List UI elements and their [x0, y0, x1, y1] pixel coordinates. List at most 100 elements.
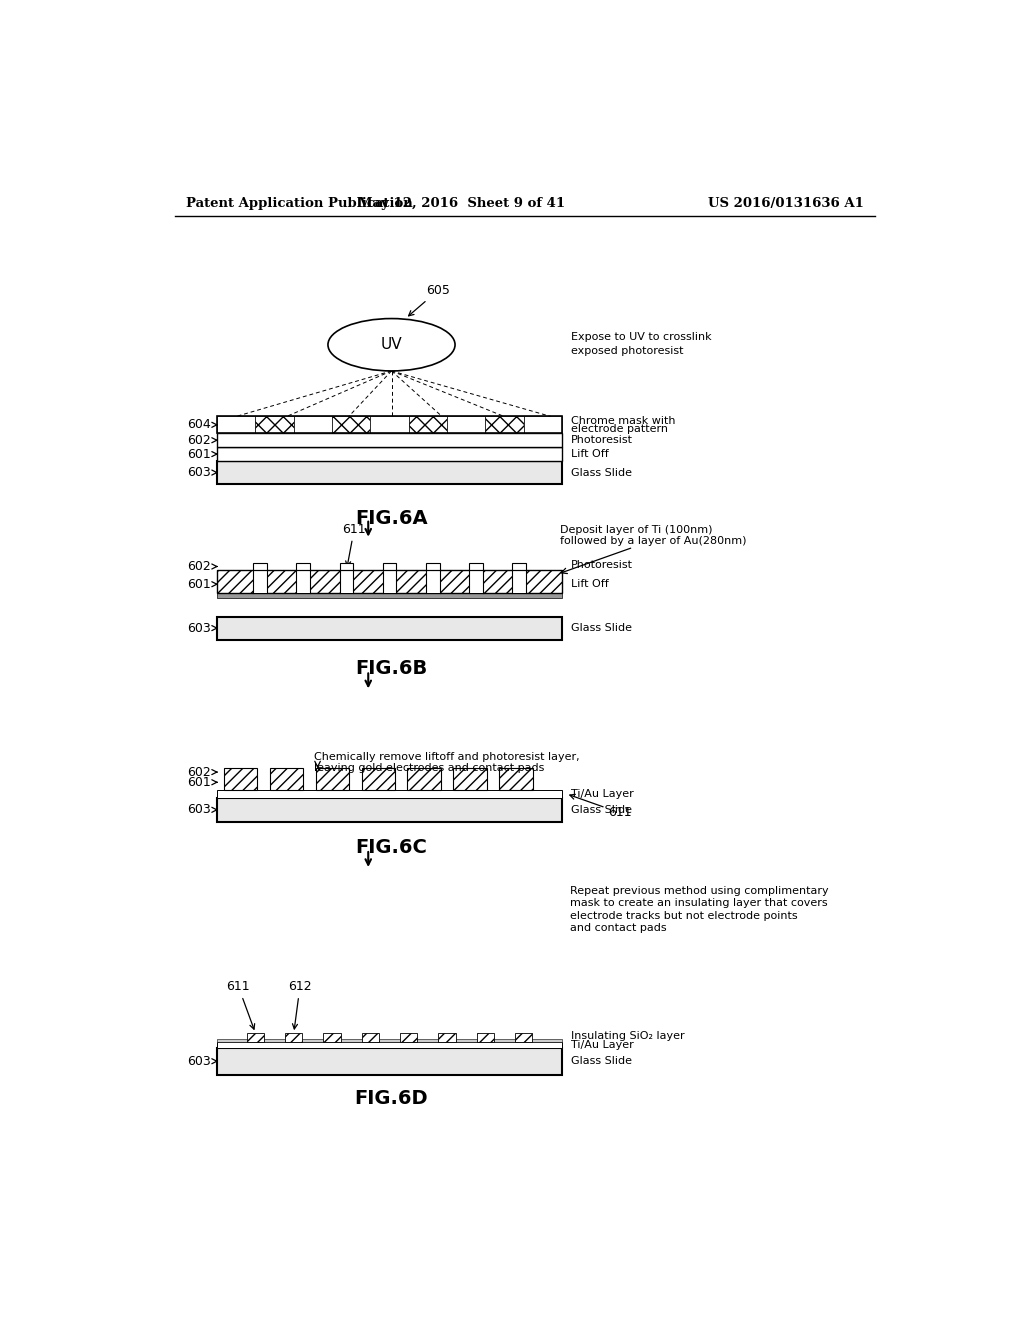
Bar [302, 1039, 324, 1043]
Bar [217, 1039, 247, 1043]
Bar [512, 570, 525, 594]
Text: FIG.6B: FIG.6B [355, 659, 428, 678]
Bar [223, 768, 257, 789]
Bar [247, 1034, 264, 1043]
Text: 603: 603 [187, 622, 217, 635]
Text: 602: 602 [187, 560, 217, 573]
Text: 611: 611 [569, 795, 632, 820]
Bar [500, 768, 532, 789]
Bar [341, 1039, 361, 1043]
Bar [296, 562, 310, 570]
Text: May 12, 2016  Sheet 9 of 41: May 12, 2016 Sheet 9 of 41 [357, 197, 565, 210]
Text: Ti/Au Layer: Ti/Au Layer [571, 1040, 634, 1049]
Text: exposed photoresist: exposed photoresist [571, 346, 684, 356]
Text: Lift Off: Lift Off [571, 449, 609, 459]
Text: 603: 603 [187, 804, 217, 816]
Bar [454, 768, 486, 789]
Text: Chemically remove liftoff and photoresist layer,: Chemically remove liftoff and photoresis… [313, 752, 580, 762]
Bar [408, 768, 440, 789]
Bar [217, 616, 562, 640]
Bar [217, 447, 562, 461]
Bar [469, 570, 482, 594]
Bar [217, 416, 562, 433]
Text: electrode tracks but not electrode points: electrode tracks but not electrode point… [569, 911, 798, 920]
Text: UV: UV [381, 337, 402, 352]
Text: Deposit layer of Ti (100nm): Deposit layer of Ti (100nm) [560, 525, 712, 536]
Text: Glass Slide: Glass Slide [571, 623, 632, 634]
Bar [438, 1034, 456, 1043]
Text: FIG.6A: FIG.6A [355, 508, 428, 528]
Bar [512, 562, 525, 570]
Text: 602: 602 [187, 766, 217, 779]
Text: and contact pads: and contact pads [569, 923, 667, 933]
Bar [332, 416, 371, 433]
Bar [217, 797, 562, 822]
Text: Patent Application Publication: Patent Application Publication [186, 197, 413, 210]
Text: 611: 611 [342, 523, 366, 566]
Text: mask to create an insulating layer that covers: mask to create an insulating layer that … [569, 899, 827, 908]
Text: Insulating SiO₂ layer: Insulating SiO₂ layer [571, 1031, 685, 1041]
Bar [361, 1034, 379, 1043]
Bar [456, 1039, 477, 1043]
Bar [217, 416, 255, 433]
Bar [485, 416, 523, 433]
Text: Expose to UV to crosslink: Expose to UV to crosslink [571, 333, 712, 342]
Text: Ti/Au Layer: Ti/Au Layer [571, 788, 634, 799]
Text: Repeat previous method using complimentary: Repeat previous method using complimenta… [569, 886, 828, 896]
Bar [409, 416, 447, 433]
Bar [217, 1048, 562, 1074]
Bar [426, 562, 439, 570]
Bar [400, 1034, 418, 1043]
Bar [296, 570, 310, 594]
Text: electrode pattern: electrode pattern [571, 425, 669, 434]
Bar [324, 1034, 341, 1043]
Bar [426, 570, 439, 594]
Bar [494, 1039, 515, 1043]
Bar [418, 1039, 438, 1043]
Bar [532, 1039, 562, 1043]
Text: Chrome mask with: Chrome mask with [571, 416, 676, 426]
Bar [371, 416, 409, 433]
Ellipse shape [328, 318, 455, 371]
Text: US 2016/0131636 A1: US 2016/0131636 A1 [709, 197, 864, 210]
Text: Photoresist: Photoresist [571, 436, 633, 445]
Text: FIG.6C: FIG.6C [355, 837, 427, 857]
Text: 602: 602 [187, 434, 217, 446]
Text: Glass Slide: Glass Slide [571, 467, 632, 478]
Bar [217, 789, 562, 797]
Bar [379, 1039, 400, 1043]
Bar [315, 768, 348, 789]
Text: 604: 604 [187, 418, 217, 432]
Bar [294, 416, 332, 433]
Text: 603: 603 [187, 466, 217, 479]
Text: Photoresist: Photoresist [571, 560, 633, 570]
Text: followed by a layer of Au(280nm): followed by a layer of Au(280nm) [560, 536, 746, 546]
Text: Glass Slide: Glass Slide [571, 1056, 632, 1067]
Bar [253, 570, 267, 594]
Text: 603: 603 [187, 1055, 217, 1068]
Bar [361, 768, 394, 789]
Bar [383, 562, 396, 570]
Text: 601: 601 [187, 776, 217, 789]
Bar [217, 1043, 562, 1048]
Text: 601: 601 [187, 578, 217, 591]
Text: 611: 611 [226, 979, 255, 1030]
Bar [285, 1034, 302, 1043]
Text: 605: 605 [409, 284, 450, 315]
Text: 601: 601 [187, 447, 217, 461]
Bar [515, 1034, 532, 1043]
Bar [217, 594, 562, 598]
Bar [477, 1034, 494, 1043]
Text: FIG.6D: FIG.6D [354, 1089, 428, 1107]
Bar [255, 416, 294, 433]
Text: Glass Slide: Glass Slide [571, 805, 632, 814]
Bar [340, 562, 353, 570]
Bar [269, 768, 303, 789]
Bar [469, 562, 482, 570]
Bar [523, 416, 562, 433]
Bar [447, 416, 485, 433]
Bar [217, 433, 562, 447]
Text: 612: 612 [288, 979, 311, 1030]
Bar [383, 570, 396, 594]
Bar [217, 461, 562, 484]
